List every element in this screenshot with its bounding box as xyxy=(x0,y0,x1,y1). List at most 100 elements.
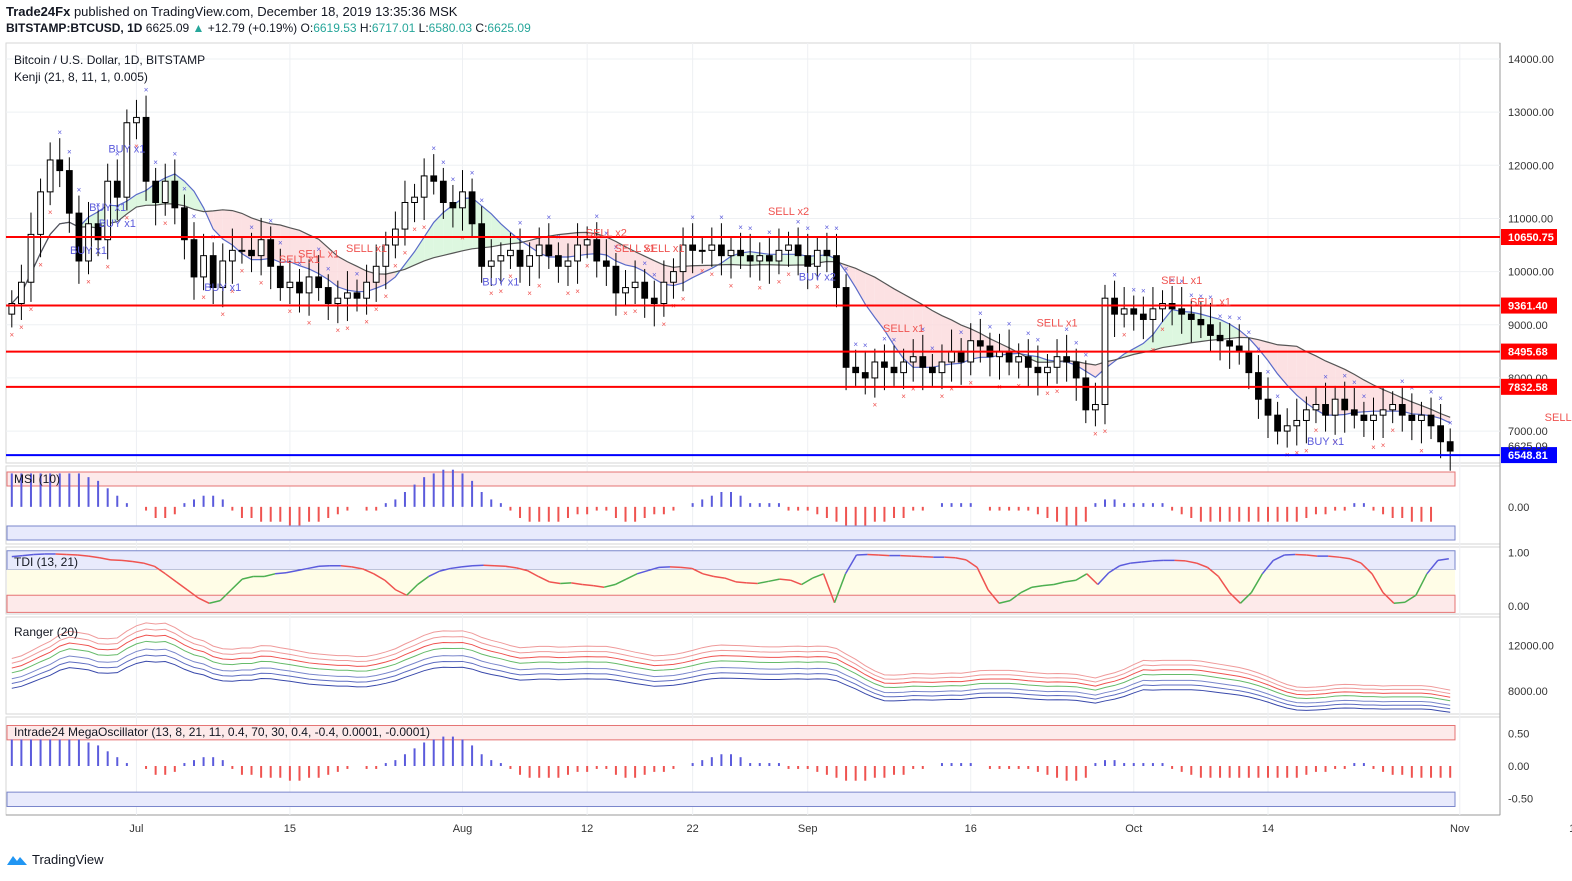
signal-marker: × xyxy=(335,326,340,335)
low-label: L: xyxy=(418,21,429,35)
candle-body xyxy=(1005,350,1013,363)
signal-marker: × xyxy=(105,262,110,271)
candle-body xyxy=(1024,356,1032,368)
signal-marker: × xyxy=(642,259,647,268)
candle-body xyxy=(181,207,188,241)
signal-marker: × xyxy=(38,260,43,269)
signal-marker: × xyxy=(345,324,350,333)
signal-marker: × xyxy=(96,200,101,209)
candle-body xyxy=(622,287,629,294)
signal-annotation: SELL x1 xyxy=(279,254,320,266)
ribbon-segment xyxy=(1143,334,1153,353)
signal-marker: × xyxy=(1199,292,1204,301)
tdi-line-segment xyxy=(1239,592,1252,604)
signal-annotation: BUY x1 xyxy=(1307,436,1344,448)
ribbon-segment xyxy=(232,210,242,254)
candle-body xyxy=(545,244,553,257)
tdi-line-segment xyxy=(77,554,89,557)
kenji-indicator-title: Kenji (21, 8, 11, 1, 0.005) xyxy=(14,70,148,84)
tdi-line-segment xyxy=(1250,573,1263,593)
candle-body xyxy=(698,249,706,252)
signal-marker: × xyxy=(1208,293,1213,302)
candle-body xyxy=(833,255,840,289)
tdi-line-segment xyxy=(164,573,177,583)
tdi-line-segment xyxy=(527,569,539,578)
price-tick-label: 7000.00 xyxy=(1508,426,1548,438)
candle-body xyxy=(919,356,927,368)
signal-marker: × xyxy=(1371,443,1376,452)
signal-marker: × xyxy=(163,219,168,228)
tdi-line-segment xyxy=(450,566,462,570)
candles: × × × × × × × × × × × × × × × × × × × × × × × × × × × × × × × × × × × × × × × ×… xyxy=(8,86,1454,471)
tdi-line-segment xyxy=(987,589,1000,604)
candle-body xyxy=(1379,409,1387,416)
tdi-line-segment xyxy=(505,565,517,569)
candle-body xyxy=(583,239,591,246)
signal-marker: × xyxy=(288,307,293,316)
candle-body xyxy=(1418,414,1425,421)
signal-marker: × xyxy=(1429,388,1434,397)
candle-body xyxy=(852,366,860,374)
candle-body xyxy=(382,244,390,267)
ribbon-segment xyxy=(1220,319,1230,340)
tdi-line-segment xyxy=(121,559,133,563)
candle-body xyxy=(1082,377,1090,411)
candle-body xyxy=(1341,398,1349,411)
ribbon-segment xyxy=(184,181,194,210)
candle-body xyxy=(535,244,543,257)
tdi-line-segment xyxy=(219,589,232,602)
signal-marker: × xyxy=(1256,345,1261,354)
signal-marker: × xyxy=(834,224,839,233)
ribbon-segment xyxy=(452,198,463,254)
ribbon-segment xyxy=(1152,321,1163,351)
tdi-line-segment xyxy=(560,582,572,585)
tdi-line-segment xyxy=(186,589,199,599)
publisher[interactable]: Trade24Fx xyxy=(6,4,71,19)
candle-body xyxy=(1360,414,1368,421)
signal-marker: × xyxy=(1419,446,1424,455)
candle-body xyxy=(1207,324,1214,336)
tdi-line-segment xyxy=(1371,573,1384,593)
signal-marker: × xyxy=(1362,392,1367,401)
tdi-line-segment xyxy=(900,554,912,557)
signal-marker: × xyxy=(566,289,571,298)
candle-body xyxy=(1092,404,1099,411)
msi-upper-zone xyxy=(6,471,1456,487)
ribbon-segment xyxy=(913,299,923,368)
ribbon-segment xyxy=(1085,363,1096,378)
candle-body xyxy=(133,116,140,124)
candle-body xyxy=(612,265,620,294)
candle-body xyxy=(171,180,179,209)
tdi-line-segment xyxy=(856,553,868,556)
candle-body xyxy=(1283,425,1291,432)
candle-body xyxy=(881,361,888,368)
time-tick-label: Jul xyxy=(129,823,143,835)
candle-body xyxy=(756,255,764,262)
ribbon-segment xyxy=(510,232,521,244)
candle-body xyxy=(27,233,35,283)
ribbon-segment xyxy=(1172,309,1182,347)
ribbon-segment xyxy=(1287,345,1297,396)
tdi-line-segment xyxy=(274,571,287,575)
tdi-line-segment xyxy=(614,578,627,586)
ribbon-segment xyxy=(702,265,712,273)
candle-body xyxy=(468,191,476,225)
tdi-line-segment xyxy=(1306,554,1318,557)
candle-body xyxy=(727,249,735,257)
time-tick-label: Nov xyxy=(1450,823,1470,835)
ribbon-segment xyxy=(328,247,338,287)
tdi-line-segment xyxy=(1097,572,1110,586)
tdi-line-segment xyxy=(1075,573,1088,581)
level-badge xyxy=(1501,297,1557,314)
candle-body xyxy=(718,244,725,257)
tdi-line-segment xyxy=(516,567,528,572)
signal-marker: × xyxy=(153,158,158,167)
candle-body xyxy=(1322,404,1329,416)
candle-body xyxy=(564,260,572,267)
ribbon-segment xyxy=(337,256,348,291)
ranger-band-line xyxy=(11,634,1451,698)
tradingview-logo[interactable]: TradingView xyxy=(6,852,104,867)
candle-body xyxy=(737,249,744,257)
signal-marker: × xyxy=(393,261,398,270)
